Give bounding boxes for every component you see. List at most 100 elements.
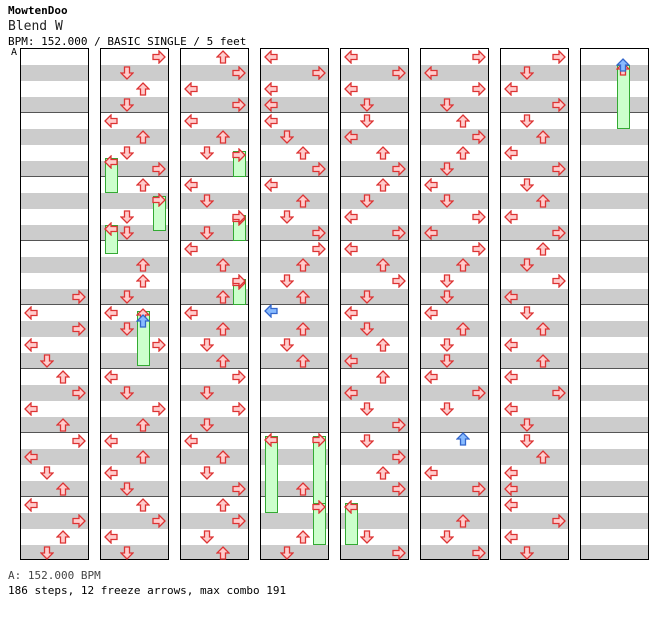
step-arrow-left-icon <box>24 306 38 320</box>
step-arrow-left-icon <box>344 354 358 368</box>
step-arrow-up-icon <box>536 130 550 144</box>
measure-line <box>421 112 488 113</box>
step-arrow-up-icon <box>136 274 150 288</box>
step-arrow-up-icon <box>536 354 550 368</box>
step-arrow-down-icon <box>360 530 374 544</box>
step-arrow-down-icon <box>440 338 454 352</box>
step-arrow-left-icon <box>264 178 278 192</box>
freeze-head-left-icon <box>104 222 118 236</box>
step-arrow-up-icon <box>376 338 390 352</box>
measure-line <box>21 112 88 113</box>
step-arrow-right-icon <box>472 210 486 224</box>
step-arrow-up-icon <box>216 322 230 336</box>
measure-line <box>261 240 328 241</box>
step-arrow-down-icon <box>200 146 214 160</box>
step-arrow-right-icon <box>392 162 406 176</box>
step-arrow-left-icon <box>504 402 518 416</box>
step-arrow-up-icon <box>376 466 390 480</box>
step-arrow-up-icon <box>56 370 70 384</box>
artist-name: MowtenDoo <box>8 4 68 17</box>
step-arrow-right-icon <box>392 226 406 240</box>
measure-line <box>581 368 648 369</box>
freeze-head-left-icon <box>344 500 358 515</box>
measure-line <box>21 304 88 305</box>
step-arrow-up-icon <box>456 114 470 128</box>
step-arrow-down-icon <box>200 194 214 208</box>
measure-line <box>21 176 88 177</box>
step-arrow-up-icon <box>136 498 150 512</box>
step-arrow-left-icon <box>104 466 118 480</box>
step-arrow-left-icon <box>504 466 518 480</box>
measure-line <box>181 368 248 369</box>
step-arrow-up-icon <box>296 530 310 544</box>
step-arrow-up-icon <box>376 258 390 272</box>
step-arrow-down-icon <box>440 354 454 368</box>
step-arrow-left-icon <box>344 242 358 256</box>
measure-line <box>181 112 248 113</box>
step-arrow-left-icon <box>344 210 358 224</box>
step-arrow-down-icon <box>520 66 534 80</box>
measure-line <box>181 176 248 177</box>
step-arrow-right-icon <box>72 514 86 528</box>
step-arrow-up-icon <box>136 258 150 272</box>
step-arrow-down-icon <box>520 178 534 192</box>
measure-line <box>261 432 328 433</box>
step-arrow-left-icon <box>504 82 518 96</box>
step-arrow-left-icon <box>264 114 278 128</box>
freeze-arrow-left <box>265 436 278 513</box>
step-arrow-down-icon <box>440 290 454 304</box>
measure-line <box>181 432 248 433</box>
step-arrow-up-icon <box>216 354 230 368</box>
measure-line <box>581 496 648 497</box>
step-arrow-right-icon <box>72 386 86 400</box>
step-arrow-down-icon <box>120 322 134 336</box>
measure-line <box>421 240 488 241</box>
step-arrow-down-icon <box>360 402 374 416</box>
step-arrow-right-icon <box>152 402 166 416</box>
step-arrow-right-icon <box>472 482 486 496</box>
step-arrow-right-icon <box>472 82 486 96</box>
step-arrow-right-icon <box>232 66 246 80</box>
step-arrow-right-icon <box>152 338 166 352</box>
step-arrow-right-icon <box>472 386 486 400</box>
step-arrow-right-icon <box>152 162 166 176</box>
step-arrow-left-icon <box>424 178 438 192</box>
step-arrow-down-icon <box>120 146 134 160</box>
step-arrow-down-icon <box>440 98 454 112</box>
step-arrow-left-icon <box>104 530 118 544</box>
step-arrow-down-icon <box>440 162 454 176</box>
step-arrow-right-icon <box>552 98 566 112</box>
chart-summary: 186 steps, 12 freeze arrows, max combo 1… <box>8 584 287 597</box>
step-arrow-right-icon <box>232 370 246 384</box>
step-arrow-right-icon <box>472 130 486 144</box>
step-arrow-right-icon <box>312 242 326 256</box>
step-arrow-down-icon <box>120 386 134 400</box>
measure-line <box>581 240 648 241</box>
step-arrow-up-icon <box>216 546 230 560</box>
measure-line <box>581 112 648 113</box>
step-arrow-left-icon <box>104 434 118 448</box>
step-arrow-left-icon <box>504 290 518 304</box>
freeze-head-right-icon <box>312 500 326 515</box>
step-arrow-up-icon <box>56 482 70 496</box>
freeze-head-right-icon <box>312 433 326 448</box>
measure-line <box>421 432 488 433</box>
step-arrow-left-icon <box>184 178 198 192</box>
measure-line <box>341 304 408 305</box>
measure-line <box>261 368 328 369</box>
step-arrow-left-icon <box>264 50 278 64</box>
step-arrow-up-icon <box>536 450 550 464</box>
step-arrow-left-icon <box>504 498 518 512</box>
step-arrow-down-icon <box>440 274 454 288</box>
measure-line <box>261 176 328 177</box>
step-arrow-right-icon <box>72 322 86 336</box>
step-arrow-down-icon <box>120 546 134 560</box>
step-arrow-right-icon <box>232 98 246 112</box>
measure-line <box>341 496 408 497</box>
step-arrow-up-icon <box>296 194 310 208</box>
step-arrow-right-icon <box>392 66 406 80</box>
step-arrow-up-icon <box>296 146 310 160</box>
step-arrow-down-icon <box>120 226 134 240</box>
step-arrow-left-icon <box>424 370 438 384</box>
step-arrow-down-icon <box>200 386 214 400</box>
